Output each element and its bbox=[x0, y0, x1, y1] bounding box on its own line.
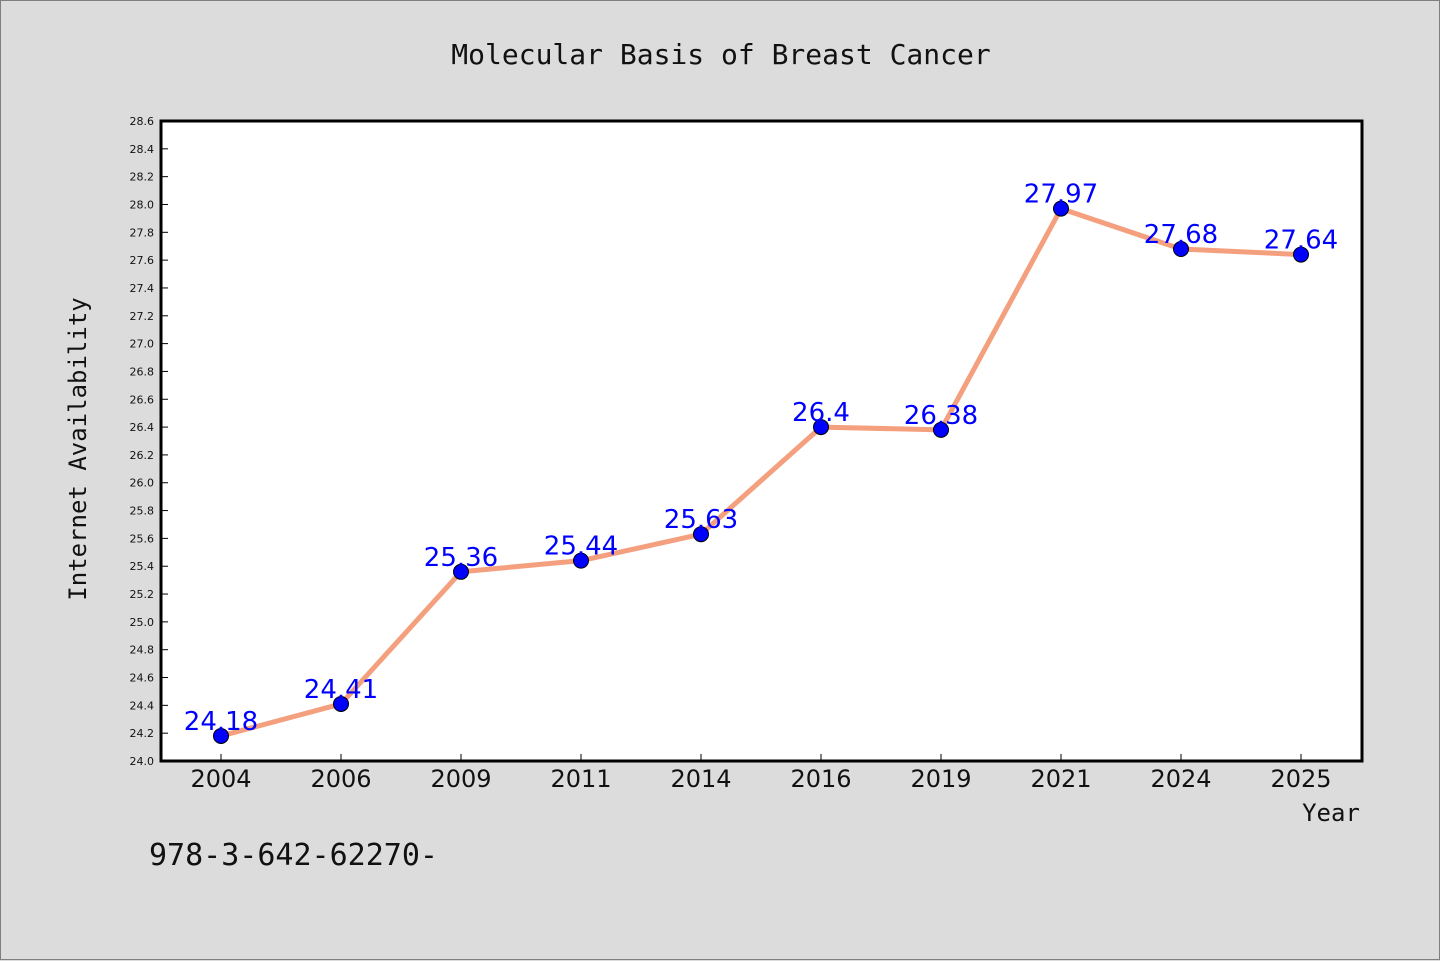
y-tick-label: 26.6 bbox=[130, 393, 155, 406]
x-tick-label: 2009 bbox=[430, 765, 491, 793]
y-tick-label: 24.0 bbox=[130, 755, 155, 768]
y-tick-label: 28.6 bbox=[130, 115, 155, 128]
data-label: 27.64 bbox=[1264, 226, 1338, 256]
data-point bbox=[813, 419, 829, 436]
y-axis: 24.0 24.2 24.4 24.6 24.8 25.0 25.2 25.4 25.6 25.8… bbox=[130, 115, 168, 768]
data-point bbox=[933, 421, 949, 438]
y-tick-label: 28.0 bbox=[130, 198, 155, 211]
y-tick-label: 26.2 bbox=[130, 449, 155, 462]
y-tick-label: 27.2 bbox=[130, 310, 155, 323]
caption-text: 978-3-642-62270- bbox=[149, 838, 438, 873]
data-point bbox=[1053, 200, 1069, 217]
x-tick-label: 2021 bbox=[1030, 765, 1091, 793]
x-tick-label: 2011 bbox=[550, 765, 611, 793]
x-tick-label: 2025 bbox=[1270, 765, 1331, 793]
data-label: 25.63 bbox=[664, 505, 738, 535]
data-label: 24.18 bbox=[184, 707, 258, 737]
y-tick-label: 24.6 bbox=[130, 672, 155, 685]
x-tick-label: 2004 bbox=[190, 765, 251, 793]
x-tick-label: 2006 bbox=[310, 765, 371, 793]
y-tick-label: 24.2 bbox=[130, 727, 155, 740]
chart-title: Molecular Basis of Breast Cancer bbox=[451, 38, 990, 71]
y-tick-label: 26.0 bbox=[130, 477, 155, 490]
data-point bbox=[693, 526, 709, 543]
y-tick-label: 28.2 bbox=[130, 171, 155, 184]
x-tick-label: 2024 bbox=[1150, 765, 1211, 793]
x-tick-label: 2019 bbox=[910, 765, 971, 793]
data-label: 26.38 bbox=[904, 401, 978, 431]
data-label: 27.97 bbox=[1024, 180, 1098, 210]
x-tick-label: 2016 bbox=[790, 765, 851, 793]
y-tick-label: 25.8 bbox=[130, 505, 155, 518]
y-tick-label: 27.4 bbox=[130, 282, 155, 295]
data-label: 25.36 bbox=[424, 543, 498, 573]
y-tick-label: 24.8 bbox=[130, 644, 155, 657]
y-tick-label: 25.0 bbox=[130, 616, 155, 629]
y-tick-label: 26.4 bbox=[130, 421, 155, 434]
data-point bbox=[1173, 241, 1189, 257]
data-point bbox=[453, 563, 469, 580]
x-axis: 2004 2006 2009 2011 2014 2016 2019 2021 2024 2025 bbox=[190, 754, 1332, 793]
data-point bbox=[213, 727, 229, 744]
series-line bbox=[218, 206, 1304, 739]
data-label: 25.44 bbox=[544, 532, 618, 562]
y-tick-label: 24.4 bbox=[130, 699, 155, 712]
y-tick-label: 26.8 bbox=[130, 365, 155, 378]
x-axis-label: Year bbox=[1302, 799, 1360, 827]
y-tick-label: 28.4 bbox=[130, 143, 155, 156]
plot-area bbox=[159, 119, 1364, 763]
y-axis-label: Internet Availability bbox=[64, 297, 92, 600]
data-point bbox=[573, 552, 589, 569]
data-point bbox=[1293, 246, 1309, 263]
y-tick-label: 27.6 bbox=[130, 254, 155, 267]
data-label: 24.41 bbox=[304, 675, 378, 705]
x-tick-label: 2014 bbox=[670, 765, 731, 793]
data-label: 26.4 bbox=[792, 398, 850, 428]
y-tick-label: 27.0 bbox=[130, 338, 155, 351]
data-point bbox=[333, 695, 349, 712]
y-tick-label: 25.2 bbox=[130, 588, 155, 601]
y-tick-label: 25.4 bbox=[130, 560, 155, 573]
series-line-group: 24.18 24.41 25.36 25.44 25.63 26.4 26.38 27.97 2… bbox=[184, 180, 1338, 744]
y-tick-label: 27.8 bbox=[130, 226, 155, 239]
data-label: 27.68 bbox=[1144, 220, 1218, 250]
y-tick-label: 25.6 bbox=[130, 532, 155, 545]
